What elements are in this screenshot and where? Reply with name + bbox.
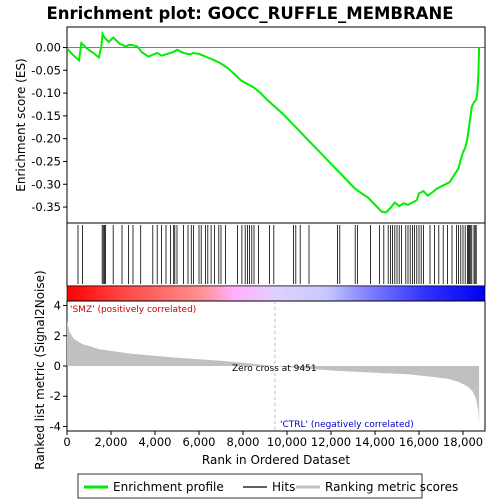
x-tick-label: 8,000 xyxy=(227,435,260,449)
legend-label-ranking: Ranking metric scores xyxy=(325,480,458,494)
es-y-tick-label: -0.30 xyxy=(31,177,61,191)
zero-cross-annotation: Zero cross at 9451 xyxy=(232,364,317,374)
legend: Enrichment profile Hits Ranking metric s… xyxy=(77,473,458,499)
x-tick-label: 0 xyxy=(63,435,70,449)
negative-annotation: 'CTRL' (negatively correlated) xyxy=(280,420,414,430)
x-tick-label: 18,000 xyxy=(443,435,483,449)
metric-y-tick-label: 0 xyxy=(54,359,61,373)
es-y-tick-label: -0.15 xyxy=(31,109,61,123)
x-tick-label: 2,000 xyxy=(95,435,128,449)
es-y-tick-label: 0.00 xyxy=(35,41,61,55)
legend-label-hits: Hits xyxy=(272,480,295,494)
hits-marks xyxy=(77,225,477,284)
x-ticks: 0 2,000 4,000 6,000 8,000 10,000 12,000 14,000 1… xyxy=(63,431,483,449)
y-axis-label-metric: Ranked list metric (Signal2Noise) xyxy=(33,270,47,469)
legend-box xyxy=(77,473,423,499)
metric-y-tick-label: 4 xyxy=(54,299,61,313)
metric-y-tick-label: 2 xyxy=(54,329,61,343)
enrichment-profile-line xyxy=(67,30,481,214)
x-tick-label: 6,000 xyxy=(183,435,216,449)
metric-y-tick-label: -2 xyxy=(50,389,61,403)
es-y-tick-label: -0.20 xyxy=(31,132,61,146)
x-tick-label: 10,000 xyxy=(267,435,307,449)
chart-title: Enrichment plot: GOCC_RUFFLE_MEMBRANE xyxy=(46,4,453,23)
es-y-tick-label: -0.10 xyxy=(31,86,61,100)
y-axis-label-es: Enrichment score (ES) xyxy=(14,58,28,191)
legend-label-enrichment: Enrichment profile xyxy=(113,480,224,494)
es-y-ticks: 0.00 -0.05 -0.10 -0.15 -0.20 -0.25 -0.30 -0.35 xyxy=(31,41,67,214)
es-y-tick-label: -0.25 xyxy=(31,154,61,168)
es-y-tick-label: -0.35 xyxy=(31,200,61,214)
metric-y-tick-label: -4 xyxy=(50,419,61,433)
hits-panel xyxy=(66,222,486,287)
x-axis-label: Rank in Ordered Dataset xyxy=(202,453,350,467)
ranking-color-bar xyxy=(66,285,486,302)
x-tick-label: 12,000 xyxy=(311,435,351,449)
positive-annotation: 'SMZ' (positively correlated) xyxy=(70,305,196,315)
metric-y-ticks: 4 2 0 -2 -4 xyxy=(50,299,67,433)
ranking-metric-area xyxy=(67,320,480,425)
x-tick-label: 14,000 xyxy=(355,435,395,449)
x-tick-label: 4,000 xyxy=(139,435,172,449)
x-tick-label: 16,000 xyxy=(399,435,439,449)
es-panel xyxy=(66,26,486,224)
es-y-tick-label: -0.05 xyxy=(31,63,61,77)
